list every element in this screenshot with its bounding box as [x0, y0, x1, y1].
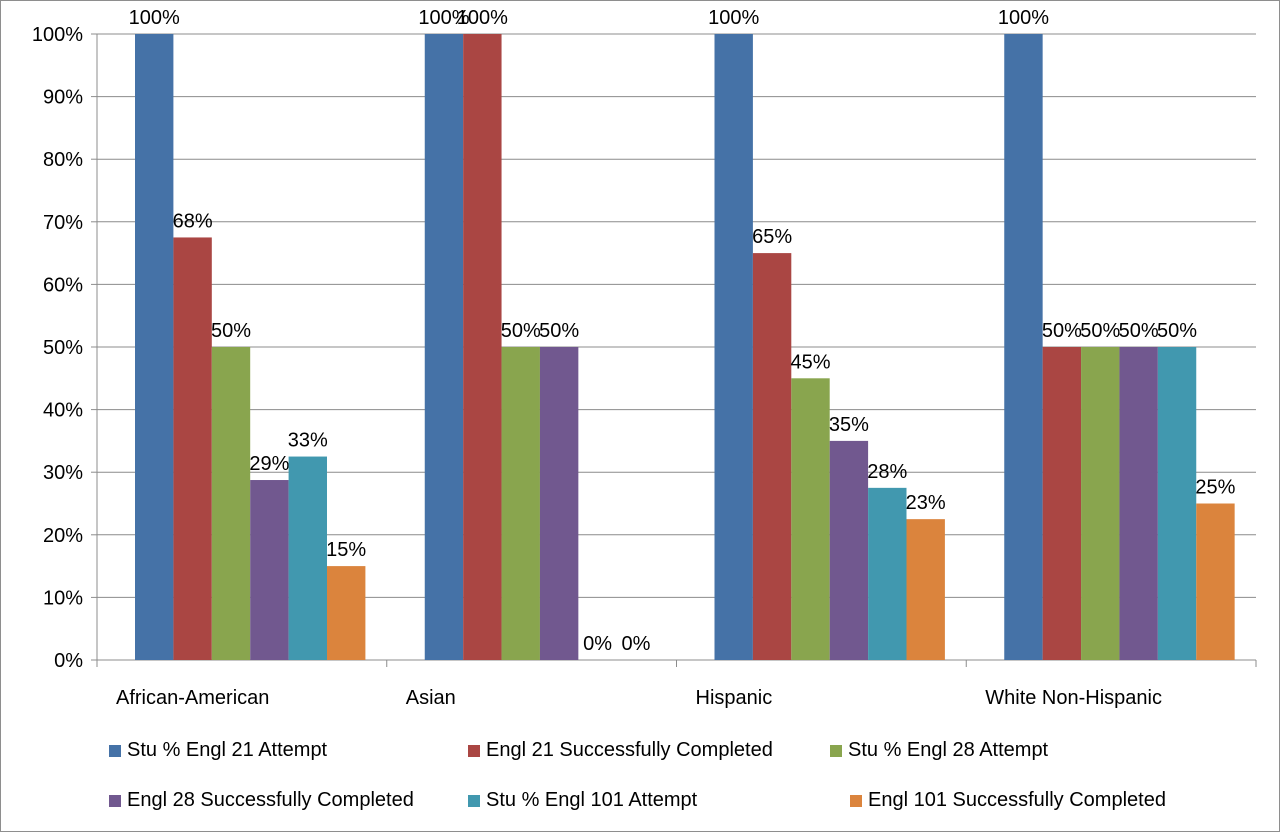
data-label: 50%: [1042, 320, 1082, 342]
bar: [906, 519, 945, 660]
bar: [173, 237, 212, 660]
bar: [1081, 347, 1120, 660]
bar: [791, 378, 830, 660]
data-label: 50%: [501, 320, 541, 342]
bar: [539, 347, 579, 660]
y-tick-label: 30%: [43, 462, 83, 484]
x-tick-label: White Non-Hispanic: [985, 687, 1162, 709]
data-label: 100%: [998, 7, 1049, 29]
data-label: 0%: [621, 633, 650, 655]
bar: [1042, 347, 1082, 660]
data-label: 35%: [829, 414, 869, 436]
data-label: 100%: [708, 7, 759, 29]
data-label: 15%: [326, 539, 366, 561]
y-tick-label: 90%: [43, 87, 83, 109]
y-tick-label: 20%: [43, 525, 83, 547]
bar: [1157, 347, 1197, 660]
x-tick-label: Asian: [406, 687, 456, 709]
bar: [829, 440, 869, 660]
y-tick-label: 50%: [43, 337, 83, 359]
y-tick-label: 60%: [43, 274, 83, 296]
bar: [1119, 347, 1158, 660]
data-label: 50%: [1119, 320, 1159, 342]
y-tick-label: 10%: [43, 587, 83, 609]
data-label: 100%: [418, 7, 469, 29]
data-label: 33%: [288, 430, 328, 452]
bar: [1004, 34, 1043, 660]
data-label: 50%: [539, 320, 579, 342]
data-label: 100%: [129, 7, 180, 29]
data-label: 29%: [249, 453, 289, 475]
bar: [211, 347, 251, 660]
y-tick-label: 80%: [43, 149, 83, 171]
bar: [714, 34, 753, 660]
x-tick-label: African-American: [116, 687, 269, 709]
data-label: 23%: [906, 492, 946, 514]
bar: [463, 34, 502, 660]
bar: [868, 487, 907, 660]
data-label: 45%: [790, 351, 830, 373]
data-label: 50%: [1157, 320, 1197, 342]
y-tick-label: 100%: [32, 24, 83, 46]
data-label: 28%: [867, 461, 907, 483]
bar: [424, 34, 464, 660]
bar: [288, 456, 327, 660]
bar: [501, 347, 540, 660]
data-label: 68%: [173, 210, 213, 232]
bar: [752, 253, 792, 660]
data-label: 50%: [1080, 320, 1120, 342]
y-tick-label: 70%: [43, 212, 83, 234]
y-tick-label: 40%: [43, 400, 83, 422]
data-label: 65%: [752, 226, 792, 248]
data-label: 50%: [211, 320, 251, 342]
data-label: 0%: [583, 633, 612, 655]
y-tick-label: 0%: [54, 650, 83, 672]
data-label: 100%: [457, 7, 508, 29]
bar: [1196, 503, 1235, 660]
bar: [250, 480, 289, 660]
x-tick-label: Hispanic: [696, 687, 773, 709]
data-label: 25%: [1195, 477, 1235, 499]
bar: [327, 566, 366, 660]
bar: [135, 34, 174, 660]
